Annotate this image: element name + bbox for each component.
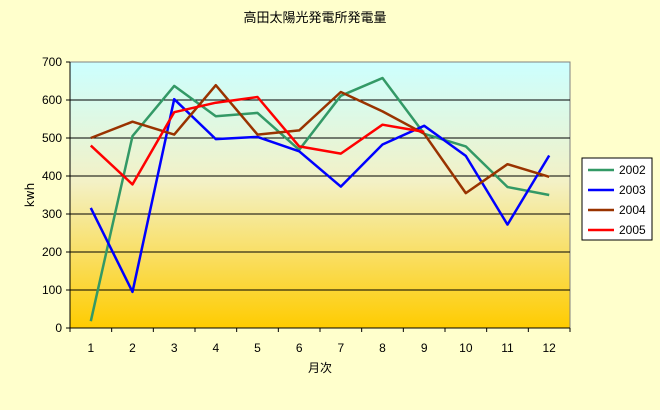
y-tick-label: 700	[42, 55, 62, 69]
legend-label: 2002	[619, 163, 646, 177]
y-tick-label: 100	[42, 283, 62, 297]
x-axis-ticks: 1 2 3 4 5 6 7 8 9 10 11 12	[69, 62, 571, 355]
x-tick-label: 10	[459, 341, 473, 355]
legend-label: 2005	[619, 223, 646, 237]
y-tick-label: 600	[42, 93, 62, 107]
plot-area	[69, 61, 571, 329]
x-tick-label: 6	[296, 341, 303, 355]
x-tick-label: 2	[129, 341, 136, 355]
x-tick-label: 4	[212, 341, 219, 355]
y-tick-label: 400	[42, 169, 62, 183]
x-tick-label: 9	[421, 341, 428, 355]
x-tick-label: 3	[171, 341, 178, 355]
legend-label: 2003	[619, 183, 646, 197]
x-tick-label: 1	[87, 341, 94, 355]
y-tick-label: 200	[42, 245, 62, 259]
y-axis-ticks: 0 100 200 300 400 500 600 700	[42, 55, 70, 335]
x-axis-title: 月次	[308, 361, 332, 375]
legend-box	[581, 157, 653, 241]
chart-title: 高田太陽光発電所発電量	[243, 10, 386, 26]
x-tick-label: 5	[254, 341, 261, 355]
y-axis-title: kwh	[23, 183, 37, 207]
series-line-2005	[89, 95, 425, 186]
x-tick-label: 11	[501, 341, 514, 355]
legend-label: 2004	[619, 203, 646, 217]
x-tick-label: 12	[542, 341, 556, 355]
series-lines	[89, 76, 551, 322]
legend: 2002 2003 2004 2005	[581, 157, 653, 241]
x-tick-label: 8	[379, 341, 386, 355]
gridlines	[70, 99, 570, 291]
y-tick-label: 0	[55, 321, 62, 335]
series-line-2002	[89, 76, 550, 322]
y-tick-label: 500	[42, 131, 62, 145]
y-tick-label: 300	[42, 207, 62, 221]
series-line-2004	[90, 83, 550, 195]
x-tick-label: 7	[337, 341, 344, 355]
